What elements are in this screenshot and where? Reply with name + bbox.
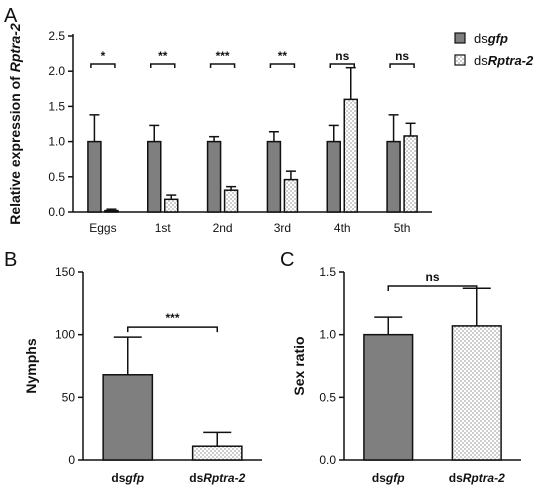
y-tick-label: 150 — [55, 265, 75, 279]
significance-bracket — [150, 63, 176, 68]
x-tick-label-italic: gfp — [124, 471, 144, 485]
significance-label: * — [101, 49, 106, 63]
legend-label-italic: gfp — [487, 31, 508, 46]
significance-bracket — [269, 63, 296, 68]
significance-bracket — [389, 63, 415, 68]
x-tick-label: 3rd — [274, 221, 291, 235]
y-axis-title-gene: Rptra-2 — [7, 23, 23, 72]
x-tick-label-italic: Rptra-2 — [203, 471, 245, 485]
y-axis-title: Sex ratio — [291, 336, 307, 395]
x-tick-label-prefix: ds — [449, 471, 463, 485]
bar-rptra-2 — [283, 178, 299, 213]
bar-rptra-2 — [343, 98, 358, 213]
x-tick-label: Eggs — [89, 221, 116, 235]
y-tick-label: 0.5 — [319, 390, 336, 404]
x-tick-label: 5th — [394, 221, 411, 235]
bar — [451, 325, 502, 461]
x-tick-label: 2nd — [213, 221, 233, 235]
x-tick-label: 4th — [334, 221, 351, 235]
bar-rptra-2 — [223, 189, 239, 213]
bar — [363, 333, 414, 461]
y-axis-title-text: Relative expression of — [7, 72, 23, 225]
y-tick-label: 0 — [68, 453, 75, 467]
y-axis-title: Nymphs — [23, 338, 39, 393]
bar-gfp — [147, 140, 162, 213]
x-tick-label: dsgfp — [111, 471, 144, 485]
y-tick-label: 1.0 — [48, 135, 65, 149]
bar-gfp — [266, 140, 282, 213]
legend-swatch — [454, 32, 466, 44]
significance-bracket — [90, 63, 116, 68]
x-tick-label-prefix: ds — [111, 471, 125, 485]
y-tick-label: 0.0 — [48, 205, 65, 219]
bar-rptra-2 — [104, 209, 119, 213]
legend-label: dsgfp — [474, 31, 508, 46]
significance-bracket — [127, 326, 218, 333]
x-tick-label-italic: gfp — [385, 471, 405, 485]
y-tick-label: 100 — [55, 328, 75, 342]
x-tick-label-prefix: ds — [189, 471, 203, 485]
y-tick-label: 50 — [62, 390, 76, 404]
bar-gfp — [326, 140, 341, 213]
y-axis-title: Relative expression of Rptra-2 — [7, 23, 23, 225]
significance-bracket — [329, 63, 355, 68]
legend-label-prefix: ds — [474, 31, 488, 46]
panel-letter-a: A — [4, 5, 18, 27]
significance-bracket — [387, 285, 478, 291]
panel-letter-c: C — [280, 249, 294, 271]
significance-label: *** — [165, 311, 179, 325]
significance-bracket — [209, 63, 236, 68]
legend-label-italic: Rptra-2 — [488, 53, 534, 68]
y-tick-label: 2.5 — [48, 29, 65, 43]
x-tick-label: dsRptra-2 — [189, 471, 245, 485]
legend-swatch — [454, 54, 466, 66]
bar-rptra-2 — [164, 198, 179, 213]
significance-label: ** — [158, 49, 168, 63]
y-tick-label: 2.0 — [48, 64, 65, 78]
x-tick-label: dsRptra-2 — [449, 471, 505, 485]
bar — [102, 374, 154, 461]
y-tick-label: 1.5 — [319, 265, 336, 279]
x-tick-label-italic: Rptra-2 — [463, 471, 505, 485]
x-tick-label: 1st — [155, 221, 172, 235]
bar-rptra-2 — [403, 135, 418, 213]
panel-letter-b: B — [4, 249, 17, 271]
bar-gfp — [87, 140, 102, 213]
legend-label: dsRptra-2 — [474, 53, 534, 68]
significance-label: ns — [395, 49, 409, 63]
x-tick-label: dsgfp — [372, 471, 405, 485]
y-tick-label: 1.5 — [48, 99, 65, 113]
bar-gfp — [386, 140, 401, 213]
y-tick-label: 1.0 — [319, 328, 336, 342]
y-tick-label: 0.5 — [48, 170, 65, 184]
significance-label: *** — [216, 49, 230, 63]
significance-label: ** — [278, 49, 288, 63]
significance-label: ns — [425, 270, 439, 284]
significance-label: ns — [335, 49, 349, 63]
panel-a: A 0.0 0.5 1.0 1.5 2.0 2.5 Relative expression o… — [4, 5, 534, 235]
y-tick-label: 0.0 — [319, 453, 336, 467]
bar-gfp — [206, 140, 222, 213]
legend-label-prefix: ds — [474, 53, 488, 68]
x-tick-label-prefix: ds — [372, 471, 386, 485]
bar — [191, 445, 243, 461]
